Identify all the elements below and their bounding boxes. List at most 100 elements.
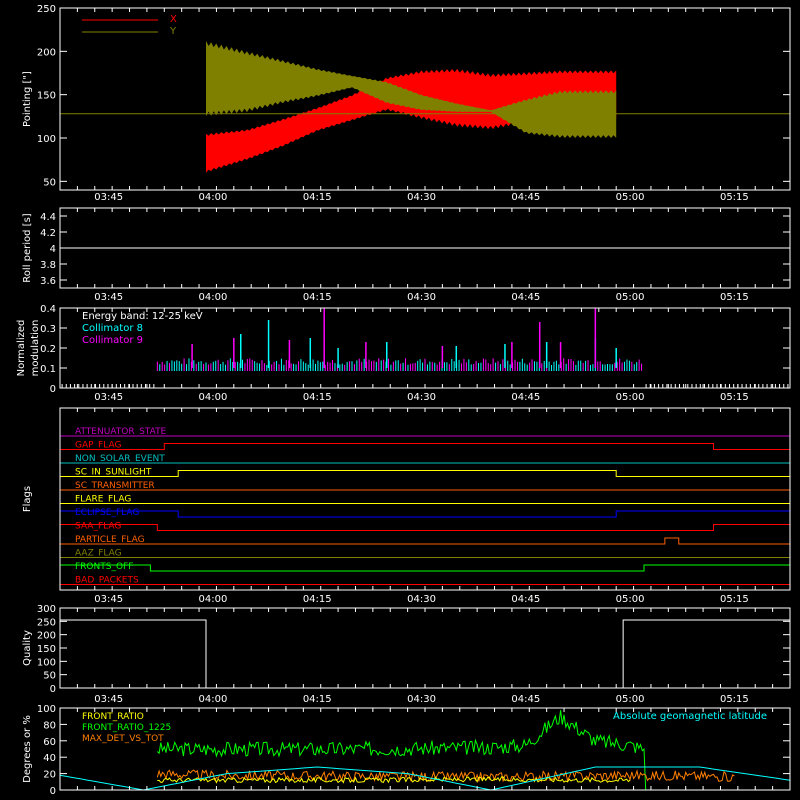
- x-tick-label: 05:15: [720, 192, 749, 203]
- legend-label: FRONT_RATIO_1225: [82, 723, 171, 733]
- x-tick-label: 04:15: [303, 292, 332, 303]
- y-tick-label: 50: [43, 671, 56, 682]
- x-tick-label: 04:00: [199, 192, 228, 203]
- y-axis-label: Roll period [s]: [22, 213, 33, 282]
- flag-label: FLARE_FLAG: [75, 495, 131, 505]
- x-tick-label: 04:45: [511, 392, 540, 403]
- x-tick-label: 05:00: [616, 192, 645, 203]
- x-tick-label: 04:45: [511, 292, 540, 303]
- flag-label: SAA_FLAG: [75, 522, 121, 532]
- x-tick-label: 04:45: [511, 192, 540, 203]
- panel-roll-period: Roll period [s] 3.6 3.8 4 4.2 4.4 03:45 04:00 04…: [22, 207, 791, 303]
- flag-trace: [59, 564, 791, 572]
- y-axis-label: modulation: [30, 320, 41, 377]
- flag-trace: [59, 510, 791, 518]
- flag-label: ECLIPSE_FLAG: [75, 508, 139, 518]
- x-tick-label: 05:00: [616, 292, 645, 303]
- flag-label: AAZ_FLAG: [75, 549, 122, 559]
- y-axis-label: Normalized: [16, 320, 27, 377]
- series-band-x: [206, 68, 617, 173]
- y-tick-label: 0.3: [40, 324, 56, 335]
- y-axis-label: Degrees or %: [22, 715, 33, 783]
- flag-label: BAD_PACKETS: [75, 576, 139, 586]
- quality-line: [60, 619, 790, 689]
- y-tick-label: 0: [50, 384, 56, 395]
- series-line: [156, 769, 735, 783]
- x-tick-label: 04:45: [511, 594, 540, 605]
- x-tick-label: 04:30: [407, 292, 436, 303]
- y-tick-label: 150: [37, 644, 56, 655]
- x-tick-label: 04:30: [407, 192, 436, 203]
- legend-label: Collimator 8: [82, 323, 143, 334]
- panel-frame: [59, 407, 791, 591]
- x-tick-label: 04:00: [199, 292, 228, 303]
- x-tick-label: 05:15: [720, 594, 749, 605]
- flag-label: FRONTS_OFF: [75, 562, 133, 572]
- legend-label: MAX_DET_VS_TOT: [82, 734, 164, 744]
- x-tick-label: 05:00: [616, 594, 645, 605]
- y-axis-label: Pointing ["]: [22, 71, 33, 127]
- series-line: [59, 766, 791, 791]
- legend-label: X: [170, 14, 177, 25]
- x-tick-label: 05:15: [720, 694, 749, 705]
- panel-ratios: FRONT_RATIOFRONT_RATIO_1225MAX_DET_VS_TO…: [22, 704, 791, 797]
- legend-label: FRONT_RATIO: [82, 712, 144, 722]
- flag-label: PARTICLE_FLAG: [75, 535, 145, 545]
- y-tick-label: 40: [43, 753, 56, 764]
- x-tick-label: 04:30: [407, 594, 436, 605]
- flag-label: SC_TRANSMITTER: [75, 481, 155, 491]
- series-line: [157, 776, 631, 784]
- y-tick-label: 3.6: [40, 276, 56, 287]
- y-tick-label: 150: [37, 91, 56, 102]
- y-tick-label: 20: [43, 770, 56, 781]
- legend-label: Absolute geomagnetic latitude: [613, 711, 767, 722]
- flag-trace: [60, 443, 790, 450]
- y-tick-label: 250: [37, 617, 56, 628]
- y-tick-label: 250: [37, 4, 56, 15]
- x-tick-label: 05:15: [720, 292, 749, 303]
- panel-quality: Quality 0 50 100 150 200 250 300 03:45 04:00 04:15…: [22, 604, 791, 705]
- y-axis-label: Flags: [22, 486, 33, 512]
- flag-label: NON_SOLAR_EVENT: [75, 454, 165, 464]
- y-tick-label: 100: [37, 704, 56, 715]
- y-tick-label: 80: [43, 720, 56, 731]
- x-tick-label: 03:45: [94, 192, 123, 203]
- y-tick-label: 0.1: [40, 364, 56, 375]
- y-tick-label: 200: [37, 47, 56, 58]
- x-tick-label: 03:45: [94, 694, 123, 705]
- energy-band-annotation: Energy band: 12-25 keV: [82, 311, 203, 322]
- y-tick-label: 0.2: [40, 344, 56, 355]
- y-tick-label: 0: [50, 786, 56, 797]
- panel-pointing: XY Pointing ["] 50 100 150 200 250 03:45 04:00 04…: [22, 4, 791, 203]
- legend-label: Collimator 9: [82, 335, 143, 346]
- y-tick-label: 300: [37, 604, 56, 615]
- x-tick-label: 04:45: [511, 694, 540, 705]
- x-tick-label: 04:30: [407, 694, 436, 705]
- y-tick-label: 0.4: [40, 304, 56, 315]
- x-tick-label: 04:00: [199, 392, 228, 403]
- x-tick-label: 04:15: [303, 594, 332, 605]
- y-tick-label: 100: [37, 657, 56, 668]
- x-tick-label: 05:00: [616, 392, 645, 403]
- y-tick-label: 200: [37, 631, 56, 642]
- y-tick-label: 50: [43, 177, 56, 188]
- x-tick-label: 05:15: [720, 392, 749, 403]
- panel-flags: ATTENUATOR_STATE GAP_FLAG NON_SOLAR_EVENT S…: [22, 407, 791, 605]
- x-tick-label: 05:00: [616, 694, 645, 705]
- y-tick-label: 60: [43, 737, 56, 748]
- x-tick-label: 04:15: [303, 392, 332, 403]
- y-tick-label: 4: [50, 244, 56, 255]
- y-tick-label: 0: [50, 684, 56, 695]
- x-tick-label: 04:30: [407, 392, 436, 403]
- y-tick-label: 3.8: [40, 260, 56, 271]
- flag-label: GAP_FLAG: [75, 441, 121, 451]
- y-tick-label: 4.2: [40, 228, 56, 239]
- flag-label: ATTENUATOR_STATE: [75, 427, 167, 437]
- x-tick-label: 03:45: [94, 392, 123, 403]
- y-axis-label: Quality: [22, 630, 33, 666]
- y-tick-label: 4.4: [40, 212, 56, 223]
- y-tick-label: 100: [37, 134, 56, 145]
- x-tick-label: 04:00: [199, 694, 228, 705]
